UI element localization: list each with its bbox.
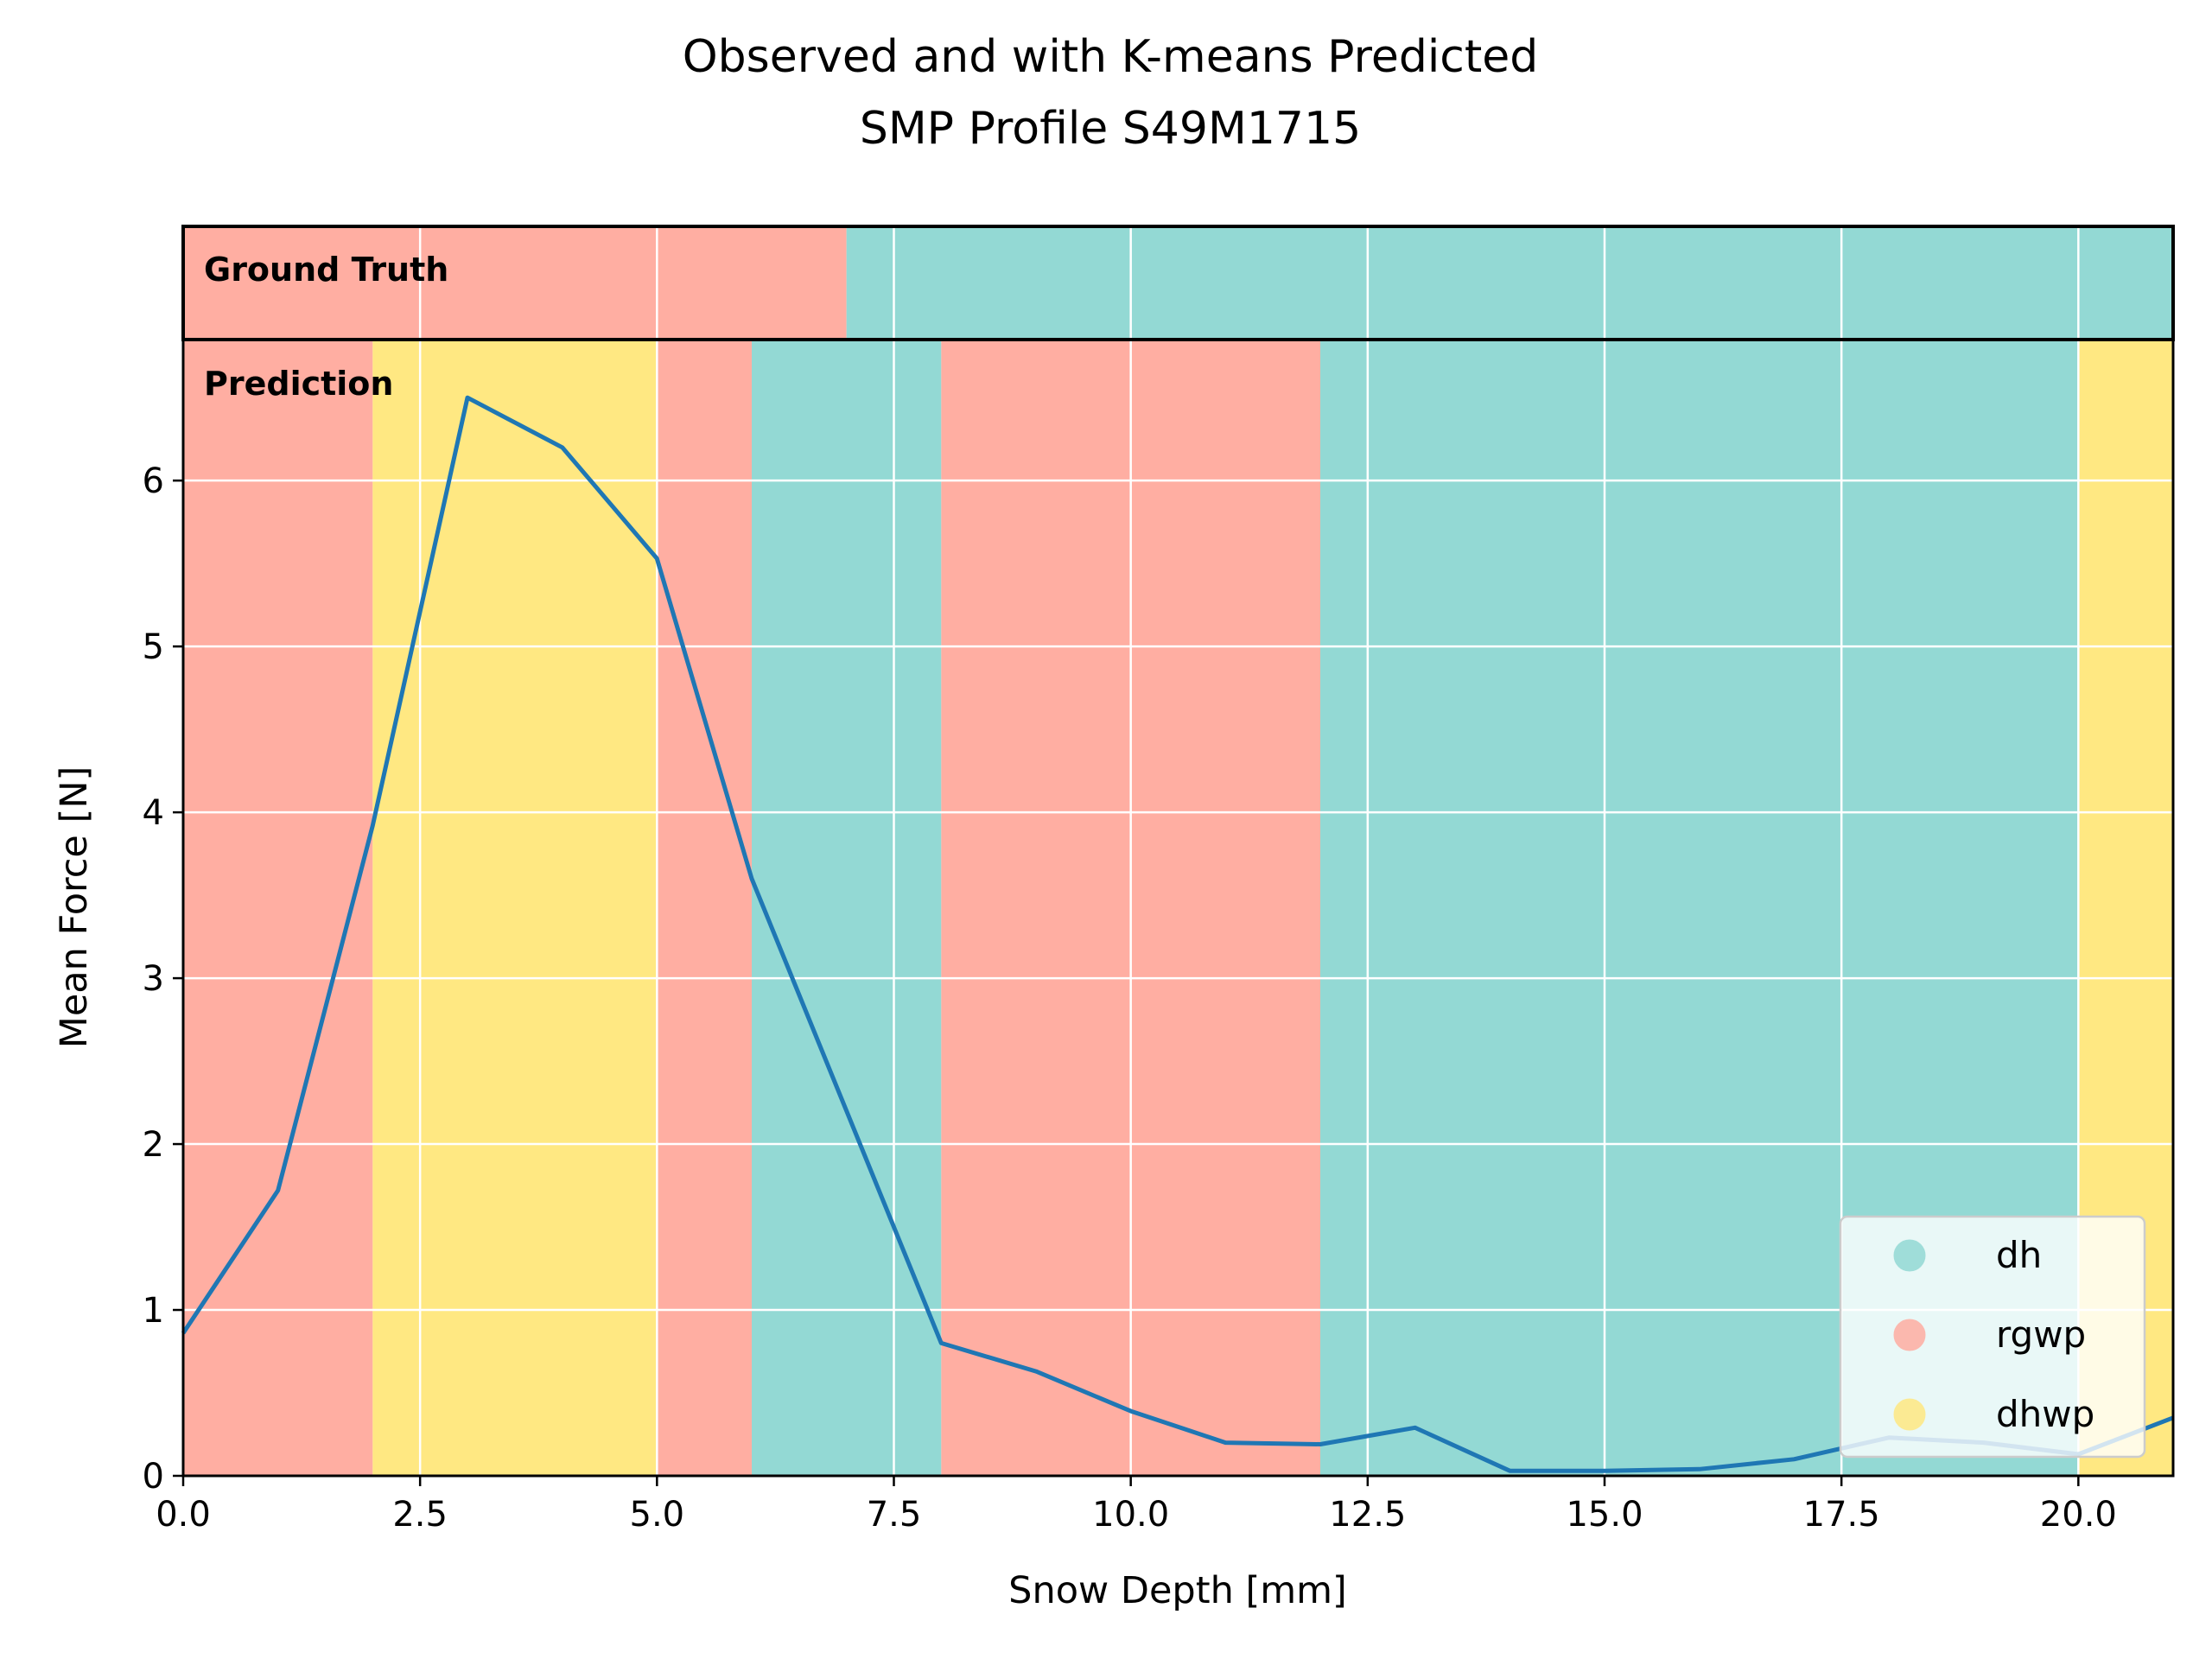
y-tick-label: 4	[143, 793, 164, 833]
x-tick-label: 17.5	[1803, 1495, 1880, 1535]
y-tick-label: 6	[143, 461, 164, 501]
y-tick-label: 5	[143, 627, 164, 667]
prediction-band-rgwp	[183, 340, 373, 1476]
x-tick-label: 5.0	[630, 1495, 685, 1535]
y-axis-label: Mean Force [N]	[53, 766, 96, 1049]
y-tick-label: 2	[143, 1125, 164, 1165]
legend-marker-dh	[1893, 1239, 1926, 1272]
prediction-band-rgwp	[657, 340, 752, 1476]
x-tick-label: 12.5	[1329, 1495, 1406, 1535]
legend-label-rgwp: rgwp	[1996, 1313, 2086, 1356]
legend-marker-dhwp	[1893, 1398, 1926, 1431]
x-tick-label: 0.0	[156, 1495, 211, 1535]
legend: dh rgwp dhwp	[1839, 1215, 2146, 1459]
chart-title: Observed and with K-means Predicted	[683, 31, 1539, 83]
legend-label-dh: dh	[1996, 1234, 2042, 1276]
ground-truth-band-dh	[846, 226, 2173, 340]
prediction-band-dh	[752, 340, 942, 1476]
y-tick-label: 3	[143, 959, 164, 999]
x-axis-label: Snow Depth [mm]	[1008, 1569, 1347, 1612]
legend-marker-rgwp	[1893, 1319, 1926, 1351]
ground-truth-label: Ground Truth	[204, 251, 448, 289]
x-axis: 0.0 2.5 5.0 7.5 10.0 12.5 15.0 17.5 20.0	[156, 1476, 2117, 1535]
chart-subtitle: SMP Profile S49M1715	[860, 103, 1361, 155]
x-tick-label: 2.5	[392, 1495, 448, 1535]
y-tick-label: 1	[143, 1291, 164, 1331]
x-tick-label: 20.0	[2040, 1495, 2117, 1535]
legend-box	[1839, 1215, 2146, 1459]
x-tick-label: 7.5	[867, 1495, 922, 1535]
ground-truth-band-rgwp	[183, 226, 847, 340]
prediction-label: Prediction	[204, 365, 393, 403]
plot-frame	[181, 338, 2175, 1478]
x-tick-label: 10.0	[1092, 1495, 1169, 1535]
y-axis: 0 1 2 3 4 5 6	[143, 461, 183, 1497]
y-tick-label: 0	[143, 1457, 164, 1497]
legend-label-dhwp: dhwp	[1996, 1393, 2094, 1435]
ground-truth-bands	[183, 226, 2173, 340]
x-tick-label: 15.0	[1566, 1495, 1643, 1535]
